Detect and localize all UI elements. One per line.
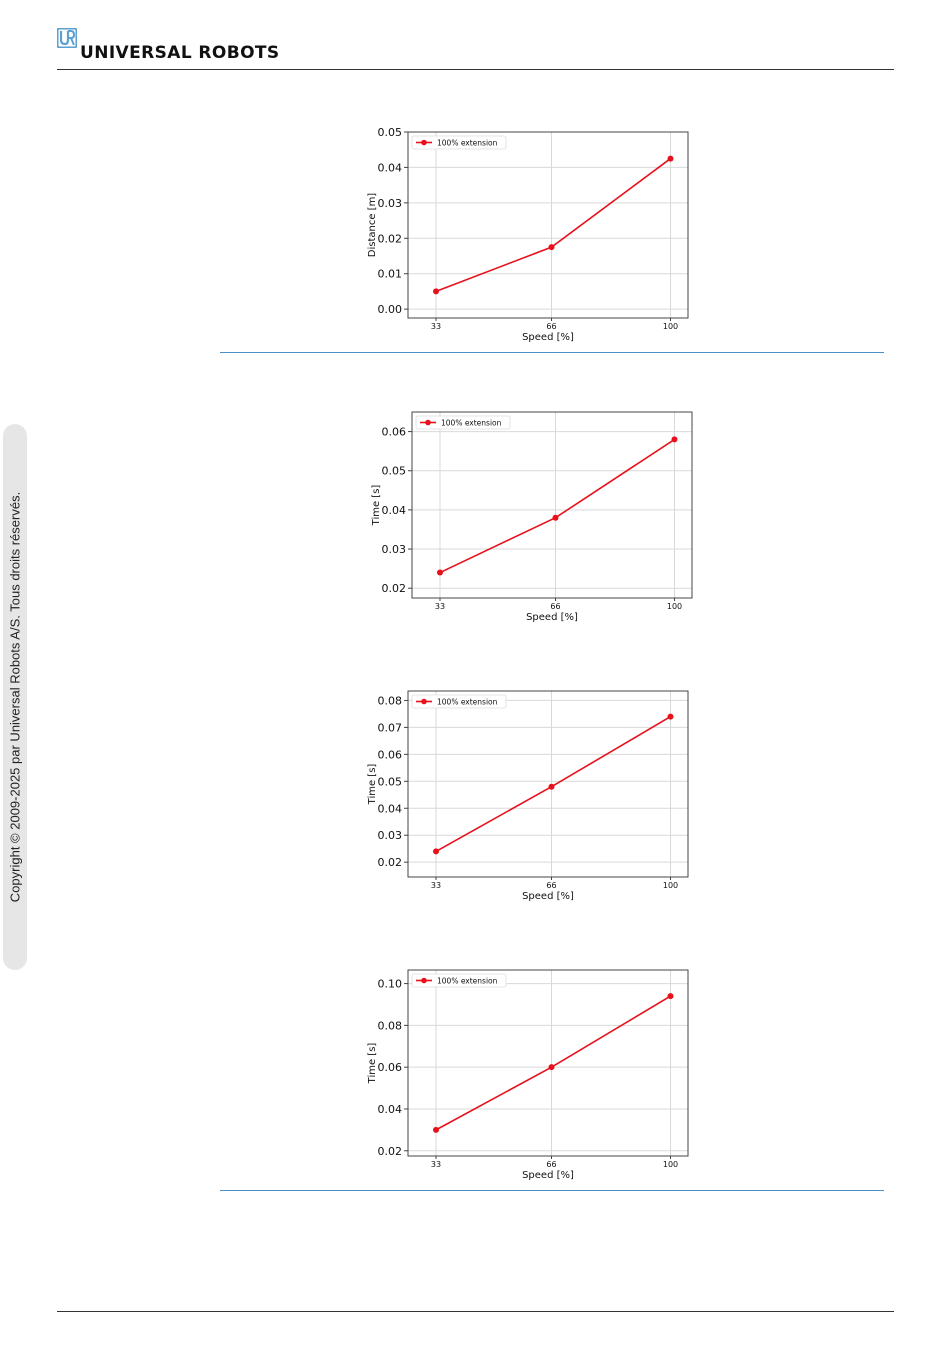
legend-label: 100% extension [441,419,502,428]
y-tick-label: 0.06 [378,1061,403,1074]
x-tick-label: 100 [663,881,678,890]
x-axis-label: Speed [%] [522,332,574,343]
y-tick-label: 0.02 [382,582,407,595]
y-tick-label: 0.06 [378,748,403,761]
ur-logo-icon [57,28,77,48]
data-point [667,993,674,1000]
legend-marker [421,698,427,705]
x-tick-label: 100 [663,1160,678,1169]
x-tick-label: 33 [435,602,445,611]
x-tick-label: 33 [431,322,441,331]
legend-label: 100% extension [437,698,498,707]
data-point [548,244,555,251]
copyright-tab [3,424,27,970]
footer-rule [57,1311,894,1312]
legend-marker [425,419,431,426]
x-axis-label: Speed [%] [522,891,574,902]
data-point [552,514,559,521]
data-point [548,1064,555,1071]
legend-marker [421,139,427,146]
y-tick-label: 0.08 [378,694,403,707]
legend-label: 100% extension [437,139,498,148]
y-tick-label: 0.05 [378,775,403,788]
y-tick-label: 0.02 [378,856,403,869]
y-tick-label: 0.06 [382,426,407,439]
data-point [671,436,678,443]
x-tick-label: 66 [550,602,560,611]
series-line [435,995,671,1131]
y-tick-label: 0.03 [378,197,403,210]
data-point [437,569,443,576]
data-point [548,783,555,790]
section-divider-1 [220,352,884,353]
section-divider-2 [220,1190,884,1191]
y-tick-label: 0.04 [378,161,403,174]
data-point [433,1126,439,1133]
plot-frame [411,411,693,599]
y-tick-label: 0.05 [378,126,403,139]
x-axis-label: Speed [%] [522,1170,574,1181]
legend-marker [421,977,427,984]
legend-label: 100% extension [437,977,498,986]
plot-frame [407,690,689,878]
data-point [433,288,439,295]
y-tick-label: 0.04 [378,802,403,815]
y-axis-label: Time [s] [371,485,382,527]
y-axis-label: Distance [m] [367,193,378,258]
y-tick-label: 0.02 [378,232,403,245]
header-rule [57,69,894,70]
y-axis-label: Time [s] [367,1043,378,1085]
y-tick-label: 0.04 [382,504,407,517]
y-tick-label: 0.00 [378,303,403,316]
x-tick-label: 33 [431,881,441,890]
x-tick-label: 66 [546,1160,556,1169]
y-tick-label: 0.04 [378,1103,403,1116]
plot-frame [407,969,689,1157]
brand-name: UNIVERSAL ROBOTS [80,43,280,63]
y-tick-label: 0.03 [378,829,403,842]
y-tick-label: 0.08 [378,1019,403,1032]
x-axis-label: Speed [%] [526,612,578,623]
y-tick-label: 0.07 [378,721,403,734]
y-tick-label: 0.03 [382,543,407,556]
plot-frame [407,131,689,319]
legend-box [415,415,511,430]
legend-box [411,135,507,150]
x-tick-label: 33 [431,1160,441,1169]
y-tick-label: 0.10 [378,978,403,991]
data-point [667,155,674,162]
legend-box [411,694,507,709]
x-tick-label: 100 [663,322,678,331]
y-axis-label: Time [s] [367,764,378,806]
y-tick-label: 0.02 [378,1145,403,1158]
data-point [433,848,439,855]
y-tick-label: 0.01 [378,268,403,281]
x-tick-label: 66 [546,881,556,890]
x-tick-label: 66 [546,322,556,331]
data-point [667,713,674,720]
legend-box [411,973,507,988]
x-tick-label: 100 [667,602,682,611]
y-tick-label: 0.05 [382,465,407,478]
